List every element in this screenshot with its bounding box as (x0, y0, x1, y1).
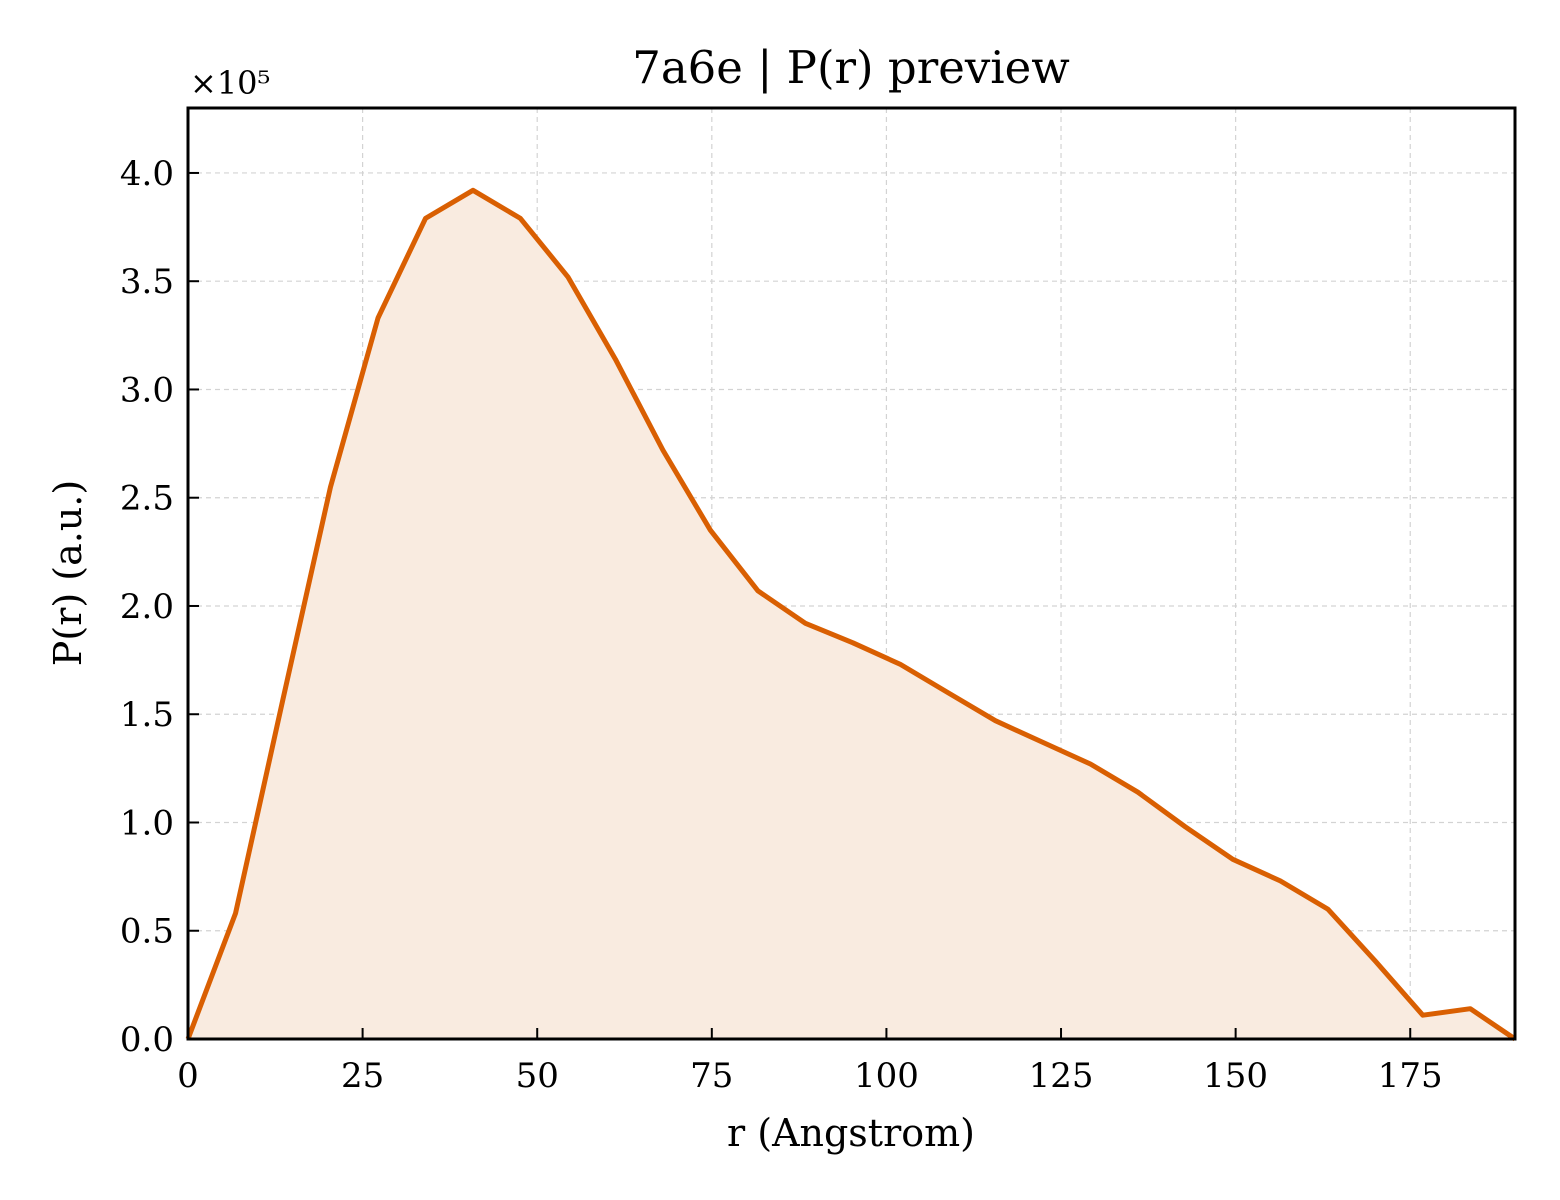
y-axis-label: P(r) (a.u.) (46, 480, 90, 666)
x-tick-label: 175 (1378, 1056, 1443, 1096)
y-tick-label: 4.0 (120, 154, 174, 194)
x-tick-label: 0 (177, 1056, 199, 1096)
y-offset-label: ×10⁵ (190, 64, 270, 102)
y-tick-label: 2.0 (120, 587, 174, 627)
x-tick-label: 25 (341, 1056, 384, 1096)
y-tick-label: 1.0 (120, 803, 174, 843)
x-tick-label: 100 (854, 1056, 919, 1096)
x-tick-label: 75 (690, 1056, 733, 1096)
y-tick-label: 3.0 (120, 370, 174, 410)
x-tick-label: 50 (516, 1056, 559, 1096)
y-tick-label: 0.0 (120, 1020, 174, 1060)
y-tick-label: 3.5 (120, 262, 174, 302)
x-tick-label: 150 (1203, 1056, 1268, 1096)
x-tick-label: 125 (1029, 1056, 1094, 1096)
chart-title: 7a6e | P(r) preview (632, 41, 1070, 94)
plot-frame (186, 106, 1517, 1041)
x-axis-label: r (Angstrom) (727, 1111, 975, 1155)
y-tick-label: 1.5 (120, 695, 174, 735)
y-tick-label: 0.5 (120, 912, 174, 952)
y-tick-label: 2.5 (120, 479, 174, 519)
ticks: 0 25 50 75 100 125 150 175 0.0 0.5 1.0 1.5 2.0 2.5 3.0… (120, 154, 1443, 1096)
series-line (185, 187, 1517, 1042)
